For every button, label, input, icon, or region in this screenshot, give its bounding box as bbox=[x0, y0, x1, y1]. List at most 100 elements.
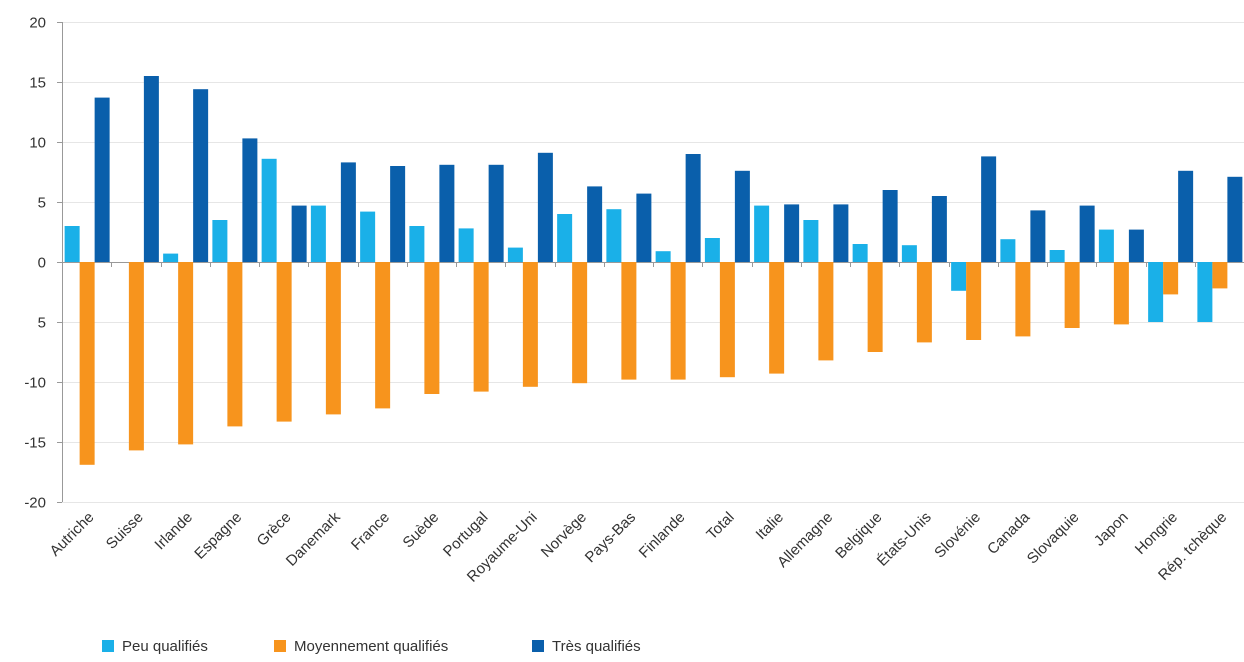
category-label: Total bbox=[703, 509, 737, 543]
category-label: Autriche bbox=[47, 509, 98, 560]
axes bbox=[57, 22, 1244, 503]
legend-label: Peu qualifiés bbox=[122, 638, 208, 655]
bar[interactable] bbox=[818, 262, 834, 361]
bar[interactable] bbox=[1128, 229, 1144, 262]
bar[interactable] bbox=[458, 228, 474, 262]
bar[interactable] bbox=[557, 214, 573, 262]
category-label: Espagne bbox=[191, 509, 245, 563]
y-tick-label: 10 bbox=[29, 135, 46, 152]
bar[interactable] bbox=[1227, 176, 1243, 262]
bar[interactable] bbox=[572, 262, 588, 384]
y-tick-label: -20 bbox=[24, 495, 46, 512]
bar[interactable] bbox=[1113, 262, 1129, 325]
bar[interactable] bbox=[784, 204, 800, 262]
bar[interactable] bbox=[803, 220, 819, 262]
legend[interactable]: Peu qualifiés Moyennement qualifiés Très q… bbox=[102, 638, 641, 655]
bar[interactable] bbox=[1015, 262, 1031, 337]
bar[interactable] bbox=[1064, 262, 1080, 328]
bar[interactable] bbox=[636, 193, 652, 262]
bar[interactable] bbox=[1049, 250, 1065, 262]
y-tick-label: 20 bbox=[29, 15, 46, 32]
bar[interactable] bbox=[1079, 205, 1095, 262]
bar[interactable] bbox=[1212, 262, 1228, 289]
bar[interactable] bbox=[242, 138, 258, 262]
bar[interactable] bbox=[655, 251, 671, 262]
bar[interactable] bbox=[212, 220, 228, 262]
bar[interactable] bbox=[931, 196, 947, 262]
bar[interactable] bbox=[606, 209, 622, 262]
bar[interactable] bbox=[734, 170, 750, 262]
y-tick-labels: 20 15 10 5 0 5 -10 -15 -20 bbox=[24, 15, 46, 512]
bar[interactable] bbox=[754, 205, 770, 262]
category-label: Suisse bbox=[103, 509, 147, 553]
bar[interactable] bbox=[522, 262, 538, 387]
y-tick-label: 5 bbox=[38, 315, 46, 332]
bar[interactable] bbox=[310, 205, 326, 262]
bar[interactable] bbox=[193, 89, 209, 262]
bar[interactable] bbox=[261, 158, 277, 262]
bar[interactable] bbox=[901, 245, 917, 262]
bar[interactable] bbox=[1163, 262, 1179, 295]
bar[interactable] bbox=[325, 262, 341, 415]
bar[interactable] bbox=[64, 226, 80, 262]
category-label: France bbox=[348, 509, 393, 554]
legend-swatch bbox=[274, 640, 286, 652]
bar[interactable] bbox=[1148, 262, 1164, 322]
bar[interactable] bbox=[291, 205, 307, 262]
bar[interactable] bbox=[769, 262, 785, 374]
bar[interactable] bbox=[94, 97, 110, 262]
bar[interactable] bbox=[1197, 262, 1213, 322]
bar[interactable] bbox=[1030, 210, 1046, 262]
bar[interactable] bbox=[178, 262, 194, 445]
bar[interactable] bbox=[143, 76, 159, 262]
bar[interactable] bbox=[966, 262, 982, 340]
bar[interactable] bbox=[340, 162, 356, 262]
bar[interactable] bbox=[79, 262, 95, 465]
category-label: Slovénie bbox=[931, 509, 984, 562]
legend-swatch bbox=[102, 640, 114, 652]
bar[interactable] bbox=[916, 262, 932, 343]
bar[interactable] bbox=[833, 204, 849, 262]
legend-item[interactable]: Moyennement qualifiés bbox=[274, 638, 448, 655]
bar[interactable] bbox=[488, 164, 504, 262]
bar[interactable] bbox=[685, 154, 701, 262]
bar[interactable] bbox=[276, 262, 292, 422]
bar[interactable] bbox=[473, 262, 489, 392]
bar[interactable] bbox=[867, 262, 883, 352]
bar[interactable] bbox=[128, 262, 144, 451]
bar[interactable] bbox=[981, 156, 997, 262]
bar[interactable] bbox=[163, 253, 179, 262]
bar[interactable] bbox=[1000, 239, 1016, 262]
bar[interactable] bbox=[537, 152, 553, 262]
bar[interactable] bbox=[424, 262, 440, 394]
bar[interactable] bbox=[1178, 170, 1194, 262]
bar[interactable] bbox=[951, 262, 967, 291]
bar[interactable] bbox=[390, 166, 406, 262]
bar[interactable] bbox=[719, 262, 735, 378]
category-label: Finlande bbox=[636, 509, 689, 562]
y-tick-label: 0 bbox=[38, 255, 46, 272]
category-label: Pays-Bas bbox=[582, 509, 639, 566]
bar[interactable] bbox=[375, 262, 391, 409]
bar[interactable] bbox=[670, 262, 686, 380]
bar[interactable] bbox=[409, 226, 425, 262]
category-label: Danemark bbox=[283, 508, 344, 569]
category-label: Irlande bbox=[151, 509, 195, 553]
legend-item[interactable]: Peu qualifiés bbox=[102, 638, 208, 655]
bar[interactable] bbox=[704, 238, 720, 262]
bar[interactable] bbox=[439, 164, 455, 262]
bar[interactable] bbox=[1098, 229, 1114, 262]
bars bbox=[64, 76, 1243, 465]
bar[interactable] bbox=[587, 186, 603, 262]
legend-item[interactable]: Très qualifiés bbox=[532, 638, 641, 655]
gridlines bbox=[62, 22, 1244, 503]
legend-label: Très qualifiés bbox=[552, 638, 641, 655]
bar[interactable] bbox=[882, 190, 898, 262]
bar[interactable] bbox=[621, 262, 637, 380]
bar[interactable] bbox=[227, 262, 243, 427]
bar[interactable] bbox=[852, 244, 868, 262]
bar[interactable] bbox=[360, 211, 376, 262]
bar[interactable] bbox=[507, 247, 523, 262]
